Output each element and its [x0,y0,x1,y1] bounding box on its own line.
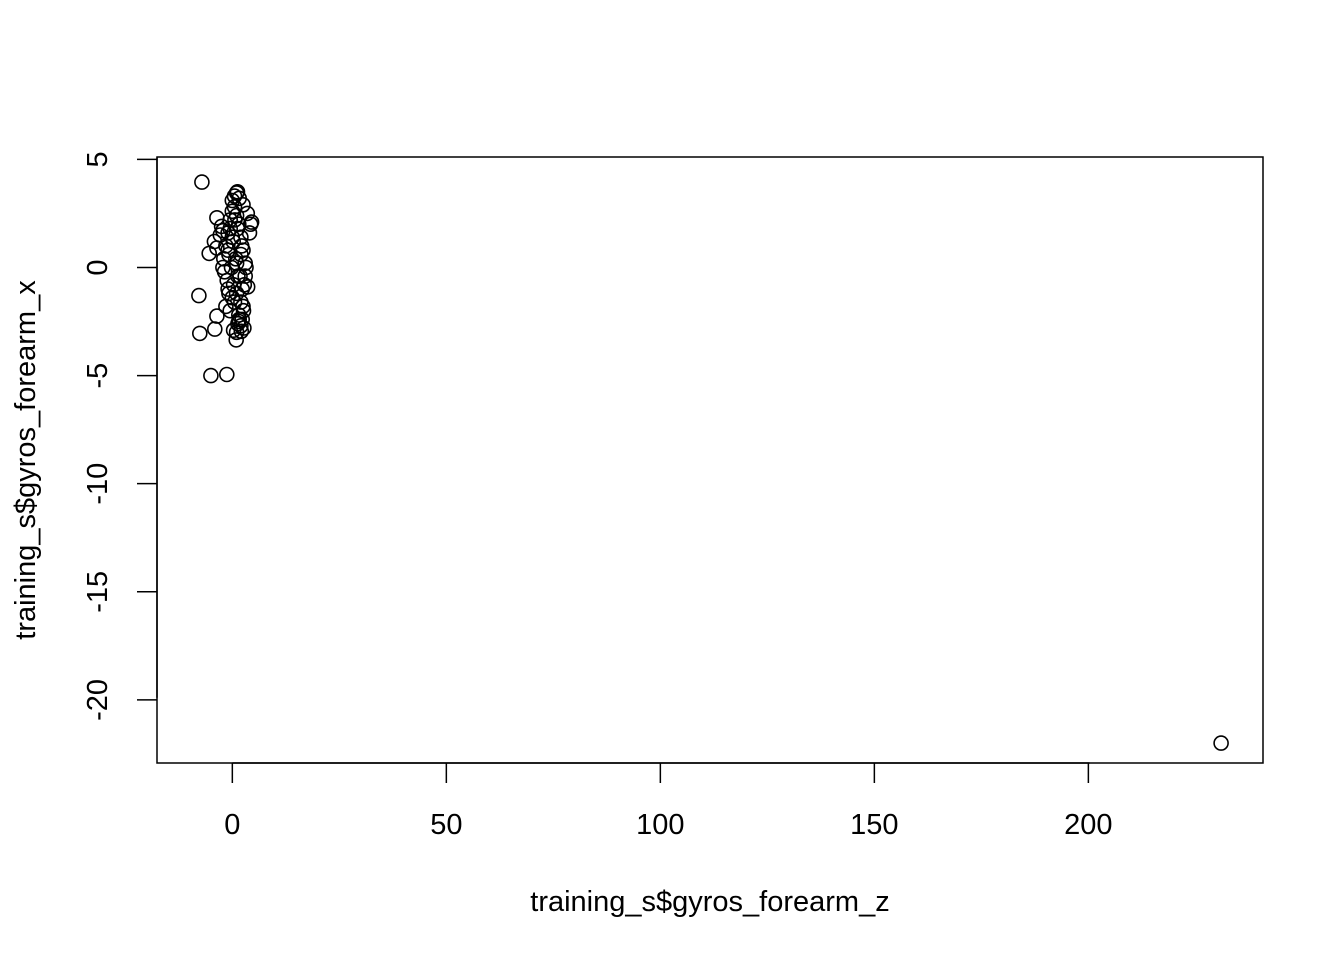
data-point [233,246,249,263]
data-point [231,311,247,328]
data-point [226,199,243,215]
data-point [222,220,238,237]
data-point [229,184,246,200]
data-point [209,210,225,226]
data-point [228,285,245,302]
data-point [234,281,250,297]
data-point [225,276,242,293]
data-point [228,255,245,272]
y-tick-label: -15 [82,571,114,613]
y-tick-label: 5 [82,151,114,167]
data-point [203,367,219,384]
y-axis-label: training_s$gyros_forearm_x [10,280,42,640]
data-point [207,321,223,337]
x-tick-label: 150 [850,809,898,841]
y-tick-label: 0 [82,259,114,275]
data-point [192,325,208,342]
data-point [209,308,225,324]
data-point [243,214,260,230]
y-tick-label: -5 [82,363,114,389]
x-tick-label: 200 [1064,809,1112,841]
data-point [235,302,252,319]
data-point [219,366,235,383]
data-point [229,220,246,237]
data-point [191,287,207,304]
data-points [191,174,1229,751]
x-axis-label: training_s$gyros_forearm_z [530,886,889,918]
plot-frame [156,156,1264,764]
data-point [227,212,243,228]
data-point [224,229,241,245]
x-tick-label: 50 [430,809,462,841]
x-tick-label: 100 [636,809,684,841]
data-point [239,205,256,222]
data-point [228,332,244,348]
data-point [194,174,210,190]
data-point [233,238,250,254]
y-tick-label: -20 [82,679,114,721]
data-point [1213,735,1229,751]
data-point [231,307,247,323]
y-axis: 5 0 -5 -10 -15 -20 [82,151,158,721]
x-axis: 0 50 100 150 200 [224,762,1113,841]
x-tick-label: 0 [224,809,240,841]
y-tick-label: -10 [82,463,114,505]
data-point [222,302,238,319]
data-point [215,259,231,276]
